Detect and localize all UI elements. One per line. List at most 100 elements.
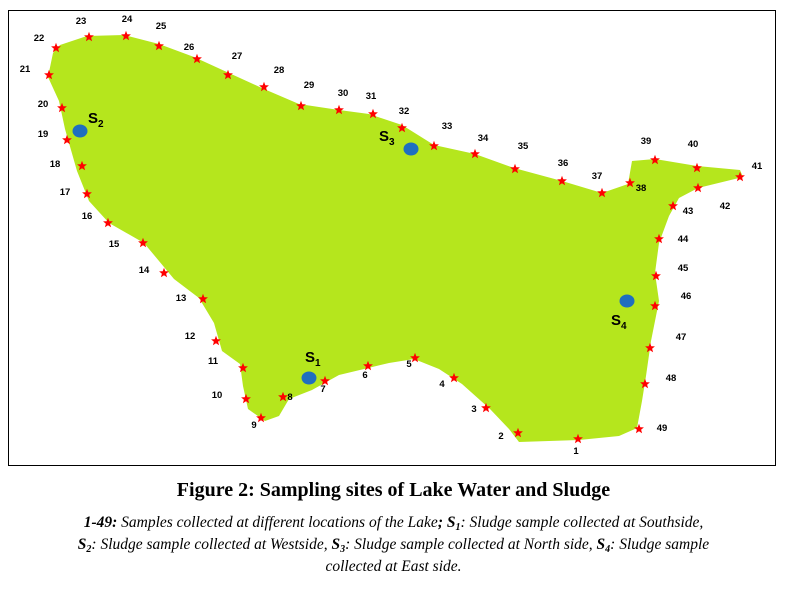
sampling-site-label: 26 — [184, 42, 195, 53]
red-star-icon — [634, 423, 644, 434]
figure-title: Figure 2: Sampling sites of Lake Water a… — [176, 479, 611, 501]
sludge-site-label: S4 — [611, 312, 627, 332]
sludge-site-S2: S2 — [72, 110, 104, 138]
sampling-site-31: 31 — [366, 91, 378, 119]
sludge-site-S1: S1 — [301, 349, 321, 385]
sampling-site-label: 18 — [50, 159, 61, 170]
sampling-site-39: 39 — [641, 136, 660, 165]
red-star-icon — [640, 378, 650, 389]
red-star-icon — [211, 335, 221, 346]
red-star-icon — [296, 100, 306, 111]
sampling-site-4: 4 — [439, 372, 459, 390]
sampling-site-11: 11 — [208, 356, 248, 373]
sampling-site-36: 36 — [557, 158, 568, 186]
sampling-site-47: 47 — [645, 332, 686, 353]
sampling-site-48: 48 — [640, 373, 676, 389]
sampling-site-1: 1 — [573, 433, 583, 457]
sampling-site-label: 30 — [338, 88, 349, 99]
sampling-site-label: 25 — [156, 21, 167, 32]
red-star-icon — [154, 40, 164, 51]
sludge-marker-dot — [301, 371, 317, 385]
sampling-site-16: 16 — [82, 211, 113, 228]
sampling-site-29: 29 — [296, 80, 315, 111]
sampling-site-label: 22 — [34, 33, 45, 44]
sampling-site-label: 6 — [362, 370, 367, 381]
sludge-site-label: S3 — [379, 128, 395, 148]
sampling-site-label: 32 — [399, 106, 410, 117]
sampling-site-label: 33 — [442, 121, 453, 132]
sampling-site-9: 9 — [251, 412, 266, 431]
red-star-icon — [650, 300, 660, 311]
sampling-site-43: 43 — [668, 200, 693, 217]
sampling-site-label: 31 — [366, 91, 377, 102]
sampling-site-label: 20 — [38, 99, 49, 110]
red-star-icon — [557, 175, 567, 186]
sampling-site-label: 7 — [320, 384, 325, 395]
sampling-site-label: 15 — [109, 239, 120, 250]
red-star-icon — [651, 270, 661, 281]
red-star-icon — [693, 182, 703, 193]
sludge-marker-dot — [72, 124, 88, 138]
caption-s1-symbol: S1 — [446, 514, 461, 533]
sampling-site-label: 2 — [498, 431, 503, 442]
sampling-site-23: 23 — [76, 16, 94, 42]
red-star-icon — [103, 217, 113, 228]
sampling-site-21: 21 — [20, 64, 54, 80]
sampling-site-38: 38 — [625, 177, 647, 194]
sampling-site-label: 38 — [636, 183, 647, 194]
red-star-icon — [597, 187, 607, 198]
sampling-site-label: 39 — [641, 136, 652, 147]
red-star-icon — [397, 122, 407, 133]
red-star-icon — [77, 160, 87, 171]
sampling-site-label: 49 — [657, 423, 668, 434]
red-star-icon — [44, 69, 54, 80]
caption-s1-text: Sludge sample collected at Southside — [469, 514, 700, 531]
red-star-icon — [735, 171, 745, 182]
sampling-site-label: 5 — [406, 359, 412, 370]
sampling-site-label: 27 — [232, 51, 243, 62]
red-star-icon — [668, 200, 678, 211]
caption-s3-text: Sludge sample collected at North side — [354, 536, 589, 553]
sampling-site-10: 10 — [212, 390, 251, 404]
caption-s4-text-b: collected at East side. — [325, 558, 462, 575]
sampling-site-label: 19 — [38, 129, 49, 140]
red-star-icon — [259, 81, 269, 92]
sampling-site-46: 46 — [650, 291, 691, 311]
red-star-icon — [573, 433, 583, 444]
sampling-site-label: 14 — [139, 265, 150, 276]
sampling-site-7: 7 — [320, 375, 330, 395]
sampling-site-label: 45 — [678, 263, 689, 274]
red-star-icon — [51, 42, 61, 53]
sampling-site-37: 37 — [592, 171, 607, 198]
caption-range-text: Samples collected at different locations… — [121, 514, 438, 531]
sampling-site-41: 41 — [735, 161, 763, 182]
caption-s3-symbol: S3 — [331, 536, 346, 555]
caption-s2-text: Sludge sample collected at Westside — [100, 536, 324, 553]
sampling-site-label: 3 — [471, 404, 476, 415]
sampling-site-label: 42 — [720, 201, 731, 212]
red-star-icon — [363, 360, 373, 371]
red-star-icon — [410, 352, 420, 363]
sampling-site-label: 29 — [304, 80, 315, 91]
red-star-icon — [82, 188, 92, 199]
sampling-site-45: 45 — [651, 263, 689, 281]
sampling-site-label: 44 — [678, 234, 689, 245]
red-star-icon — [62, 134, 72, 145]
sampling-site-32: 32 — [397, 106, 410, 133]
sampling-site-label: 41 — [752, 161, 763, 172]
caption-s2-symbol: S2 — [77, 536, 92, 555]
sampling-site-2: 2 — [498, 427, 523, 442]
sampling-site-label: 9 — [251, 420, 256, 431]
sampling-site-label: 34 — [478, 133, 489, 144]
sampling-site-40: 40 — [688, 139, 702, 173]
figure-caption: 1-49: Samples collected at different loc… — [77, 514, 710, 575]
sampling-site-label: 17 — [60, 187, 71, 198]
lake-shape — [48, 35, 743, 442]
red-star-icon — [192, 53, 202, 64]
red-star-icon — [138, 237, 148, 248]
sampling-site-17: 17 — [60, 187, 92, 199]
sampling-site-26: 26 — [184, 42, 202, 64]
map-frame: 1 2 3 4 5 6 7 8 9 10 11 12 13 14 15 16 17 18 19 20 21 22 23 24 2… — [8, 10, 776, 466]
